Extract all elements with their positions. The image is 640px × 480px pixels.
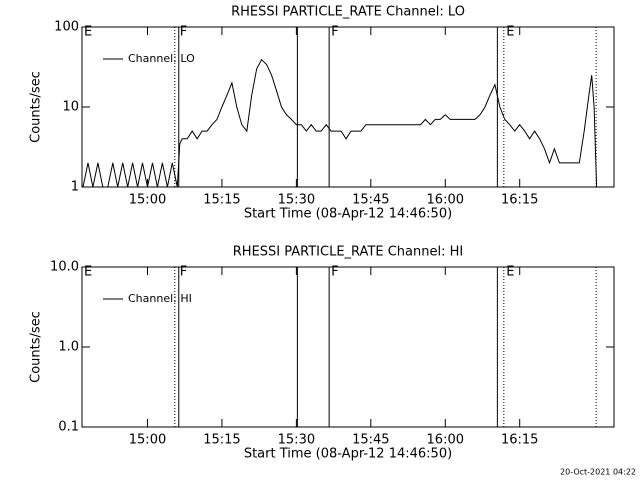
- y-axis-label: Counts/sec: [29, 71, 44, 143]
- chart-title: RHESSI PARTICLE_RATE Channel: LO: [231, 5, 465, 20]
- y-tick-label: 1.0: [58, 340, 79, 355]
- x-tick-label: 15:00: [129, 193, 166, 208]
- x-tick-label: 15:15: [203, 193, 240, 208]
- data-line: [82, 58, 598, 188]
- x-axis-label: Start Time (08-Apr-12 14:46:50): [244, 447, 452, 462]
- marker-label: E: [506, 25, 514, 40]
- marker-label: E: [84, 265, 92, 280]
- x-tick-label: 16:00: [427, 433, 464, 448]
- plot-frame: [81, 26, 615, 188]
- x-axis-label: Start Time (08-Apr-12 14:46:50): [244, 207, 452, 222]
- marker-label: F: [331, 265, 338, 280]
- x-tick-label: 16:15: [501, 433, 538, 448]
- y-tick-label: 1: [71, 180, 79, 195]
- x-tick-label: 15:30: [278, 193, 315, 208]
- x-tick-label: 15:00: [129, 433, 166, 448]
- marker-label: F: [180, 265, 187, 280]
- y-tick-label: 100: [54, 20, 79, 35]
- x-tick-label: 15:15: [203, 433, 240, 448]
- plot-frame: [81, 266, 615, 428]
- legend-label: Channel: LO: [128, 52, 195, 65]
- y-axis-label: Counts/sec: [29, 311, 44, 383]
- x-tick-label: 15:30: [278, 433, 315, 448]
- marker-label: E: [84, 25, 92, 40]
- y-tick-label: 0.1: [58, 420, 79, 435]
- marker-label: F: [331, 25, 338, 40]
- legend-label: Channel: HI: [128, 292, 192, 305]
- chart-title: RHESSI PARTICLE_RATE Channel: HI: [233, 245, 463, 260]
- x-tick-label: 15:45: [352, 193, 389, 208]
- x-tick-label: 16:15: [501, 193, 538, 208]
- x-tick-label: 16:00: [427, 193, 464, 208]
- y-tick-label: 10.0: [50, 260, 79, 275]
- footer: 20-Oct-2021 04:22: [560, 468, 636, 477]
- y-tick-label: 10: [62, 100, 79, 115]
- x-tick-label: 15:45: [352, 433, 389, 448]
- marker-label: F: [180, 25, 187, 40]
- marker-label: E: [506, 265, 514, 280]
